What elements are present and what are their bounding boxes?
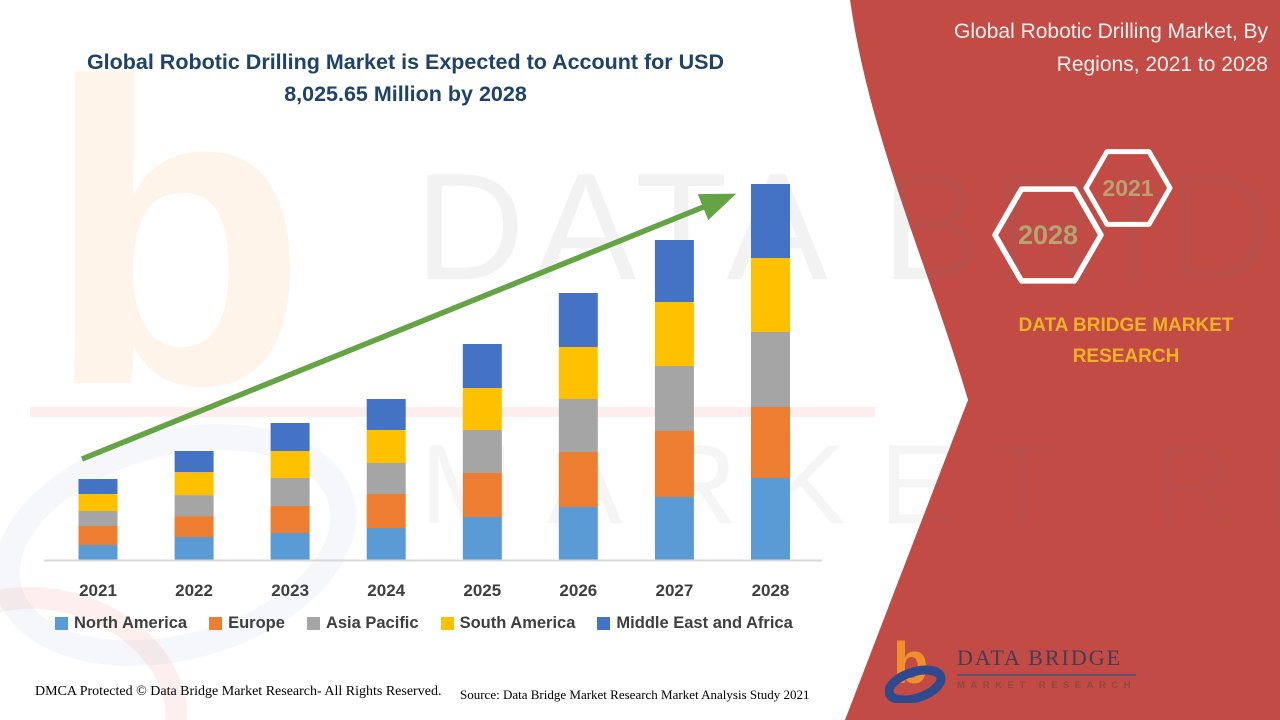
bar-segment-2026-north-america xyxy=(558,507,598,560)
hexagon-2028-label: 2028 xyxy=(1018,220,1078,250)
bar-segment-2021-south-america xyxy=(78,494,118,511)
bar-segment-2021-asia-pacific xyxy=(78,511,118,526)
bar-segment-2022-south-america xyxy=(174,472,214,496)
legend-swatch xyxy=(306,617,320,630)
bar-segment-2023-asia-pacific xyxy=(270,478,310,506)
legend-swatch xyxy=(55,617,68,630)
trend-arrow xyxy=(80,193,737,462)
bar-segment-2026-middle-east-and-africa xyxy=(558,293,598,347)
side-panel-title: Global Robotic Drilling Market, By Regio… xyxy=(954,20,1268,76)
chart-title-line1: Global Robotic Drilling Market is Expect… xyxy=(86,50,725,74)
bar-segment-2024-south-america xyxy=(366,430,406,463)
legend-label: North America xyxy=(74,614,188,632)
x-axis-labels: 2021 2022 2023 2024 2025 2026 2027 2028 xyxy=(79,581,789,600)
x-tick-label-2023: 2023 xyxy=(271,581,309,600)
chart-legend: North America Europe Asia Pacific South Ame… xyxy=(55,614,793,633)
bar-segment-2028-middle-east-and-africa xyxy=(751,184,790,258)
company-logo: b DATA BRIDGE MARKET RESEARCH xyxy=(885,633,1137,703)
legend-item-europe: Europe xyxy=(209,614,285,633)
bar-segment-2025-middle-east-and-africa xyxy=(462,344,502,388)
legend-item-middle-east-and-africa: Middle East and Africa xyxy=(597,614,793,633)
bar-segment-2027-south-america xyxy=(654,302,694,366)
bar-segment-2026-asia-pacific xyxy=(558,399,598,452)
logo-b-glyph: b xyxy=(893,633,928,696)
x-tick-label-2021: 2021 xyxy=(79,581,117,600)
bar-segment-2025-europe xyxy=(462,473,502,517)
x-tick-label-2025: 2025 xyxy=(463,581,501,600)
bar-segment-2022-middle-east-and-africa xyxy=(174,451,214,473)
bar-segment-2022-europe xyxy=(174,516,214,538)
bar-segment-2023-middle-east-and-africa xyxy=(270,423,310,451)
bar-segment-2021-north-america xyxy=(78,545,118,560)
logo-sub-text: MARKET RESEARCH xyxy=(957,680,1137,691)
bar-segment-2025-asia-pacific xyxy=(462,430,502,473)
year-hexagons: 2028 2021 xyxy=(992,149,1173,284)
x-tick-label-2022: 2022 xyxy=(175,581,213,600)
bar-segment-2023-north-america xyxy=(270,533,310,560)
hexagon-2021-label: 2021 xyxy=(1102,175,1153,201)
legend-label: Asia Pacific xyxy=(325,614,419,632)
bar-segment-2026-europe xyxy=(558,452,598,507)
bar-segment-2022-north-america xyxy=(174,537,214,560)
x-tick-label-2028: 2028 xyxy=(752,581,790,600)
legend-swatch xyxy=(209,617,223,630)
bar-segment-2027-north-america xyxy=(654,497,694,560)
bar-segment-2028-north-america xyxy=(751,478,790,560)
hexagon-2028 xyxy=(992,186,1104,284)
x-tick-label-2026: 2026 xyxy=(559,581,597,600)
legend-swatch xyxy=(597,617,611,630)
company-logo-text: DATA BRIDGE MARKET RESEARCH xyxy=(957,645,1137,691)
legend-label: Middle East and Africa xyxy=(616,614,793,632)
legend-item-asia-pacific: Asia Pacific xyxy=(306,614,419,633)
bar-segment-2023-south-america xyxy=(270,451,310,478)
hexagon-2021 xyxy=(1083,149,1173,227)
bar-segment-2025-north-america xyxy=(462,517,502,560)
legend-item-south-america: South America xyxy=(440,614,576,633)
chart-plot-area: 2021 2022 2023 2024 2025 2026 2027 2028 xyxy=(44,184,822,600)
bar-segment-2028-asia-pacific xyxy=(751,332,790,407)
logo-swoosh xyxy=(885,665,946,703)
chart-title: Global Robotic Drilling Market is Expect… xyxy=(58,46,753,111)
bar-segment-2026-south-america xyxy=(558,347,598,399)
bars-group xyxy=(78,184,790,560)
bar-segment-2024-north-america xyxy=(366,528,406,560)
bar-segment-2028-south-america xyxy=(751,258,790,332)
stacked-bar-chart: 2021 2022 2023 2024 2025 2026 2027 2028 xyxy=(40,148,840,618)
legend-label: Europe xyxy=(228,614,285,632)
red-panel-shape xyxy=(845,0,1280,720)
brand-name-text: DATA BRIDGE MARKET RESEARCH xyxy=(1018,315,1234,368)
chart-title-line2: 8,025.65 Million by 2028 xyxy=(284,82,527,107)
bar-segment-2021-europe xyxy=(78,526,118,545)
bar-segment-2024-europe xyxy=(366,494,406,528)
dmca-notice: DMCA Protected © Data Bridge Market Rese… xyxy=(35,684,442,699)
legend-swatch xyxy=(440,617,454,630)
bar-segment-2027-asia-pacific xyxy=(654,366,694,431)
x-tick-label-2027: 2027 xyxy=(656,581,694,600)
legend-item-north-america: North America xyxy=(55,614,187,633)
bar-segment-2027-middle-east-and-africa xyxy=(654,240,694,302)
bar-segment-2027-europe xyxy=(654,431,694,497)
bar-segment-2023-europe xyxy=(270,506,310,533)
bar-segment-2021-middle-east-and-africa xyxy=(78,479,118,494)
bar-segment-2024-middle-east-and-africa xyxy=(366,399,406,430)
bar-segment-2022-asia-pacific xyxy=(174,495,214,517)
source-note: Source: Data Bridge Market Research Mark… xyxy=(460,687,810,702)
bar-segment-2028-europe xyxy=(751,407,790,478)
bar-segment-2024-asia-pacific xyxy=(366,463,406,494)
company-logo-icon: b xyxy=(885,633,946,703)
bar-segment-2025-south-america xyxy=(462,388,502,430)
legend-label: South America xyxy=(459,614,576,632)
x-tick-label-2024: 2024 xyxy=(367,581,405,600)
logo-name-text: DATA BRIDGE xyxy=(957,645,1137,676)
